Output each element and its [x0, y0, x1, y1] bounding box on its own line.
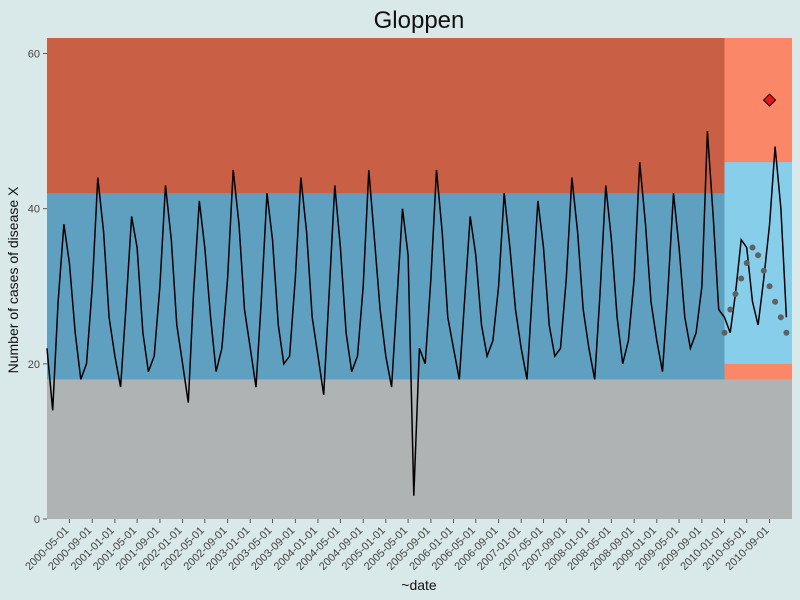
y-tick-label: 40: [28, 204, 40, 216]
plot-area: [46, 38, 792, 519]
y-axis-label: Number of cases of disease X: [5, 186, 21, 373]
test-data-point: [772, 298, 779, 305]
test-data-point: [732, 291, 739, 298]
test-data-point: [727, 306, 734, 313]
y-axis: 0 20 40 60: [28, 49, 47, 526]
test-data-point: [760, 267, 767, 274]
test-data-point: [755, 252, 762, 259]
x-axis-label: ~date: [401, 577, 437, 593]
test-data-point: [777, 314, 784, 321]
test-data-point: [749, 244, 756, 251]
test-data-point: [721, 329, 728, 336]
y-tick-label: 0: [34, 514, 40, 526]
test-data-point: [766, 283, 773, 290]
alarm-marker: [762, 93, 777, 107]
prediction-band-test: [724, 162, 792, 364]
test-data-point: [738, 275, 745, 282]
lower-region: [47, 379, 792, 519]
y-tick-label: 60: [28, 49, 40, 61]
observed-series-line: [46, 131, 788, 496]
chart-title: Gloppen: [374, 7, 465, 34]
y-tick-label: 20: [28, 359, 40, 371]
test-data-point: [783, 329, 790, 336]
test-data-point: [743, 259, 750, 266]
